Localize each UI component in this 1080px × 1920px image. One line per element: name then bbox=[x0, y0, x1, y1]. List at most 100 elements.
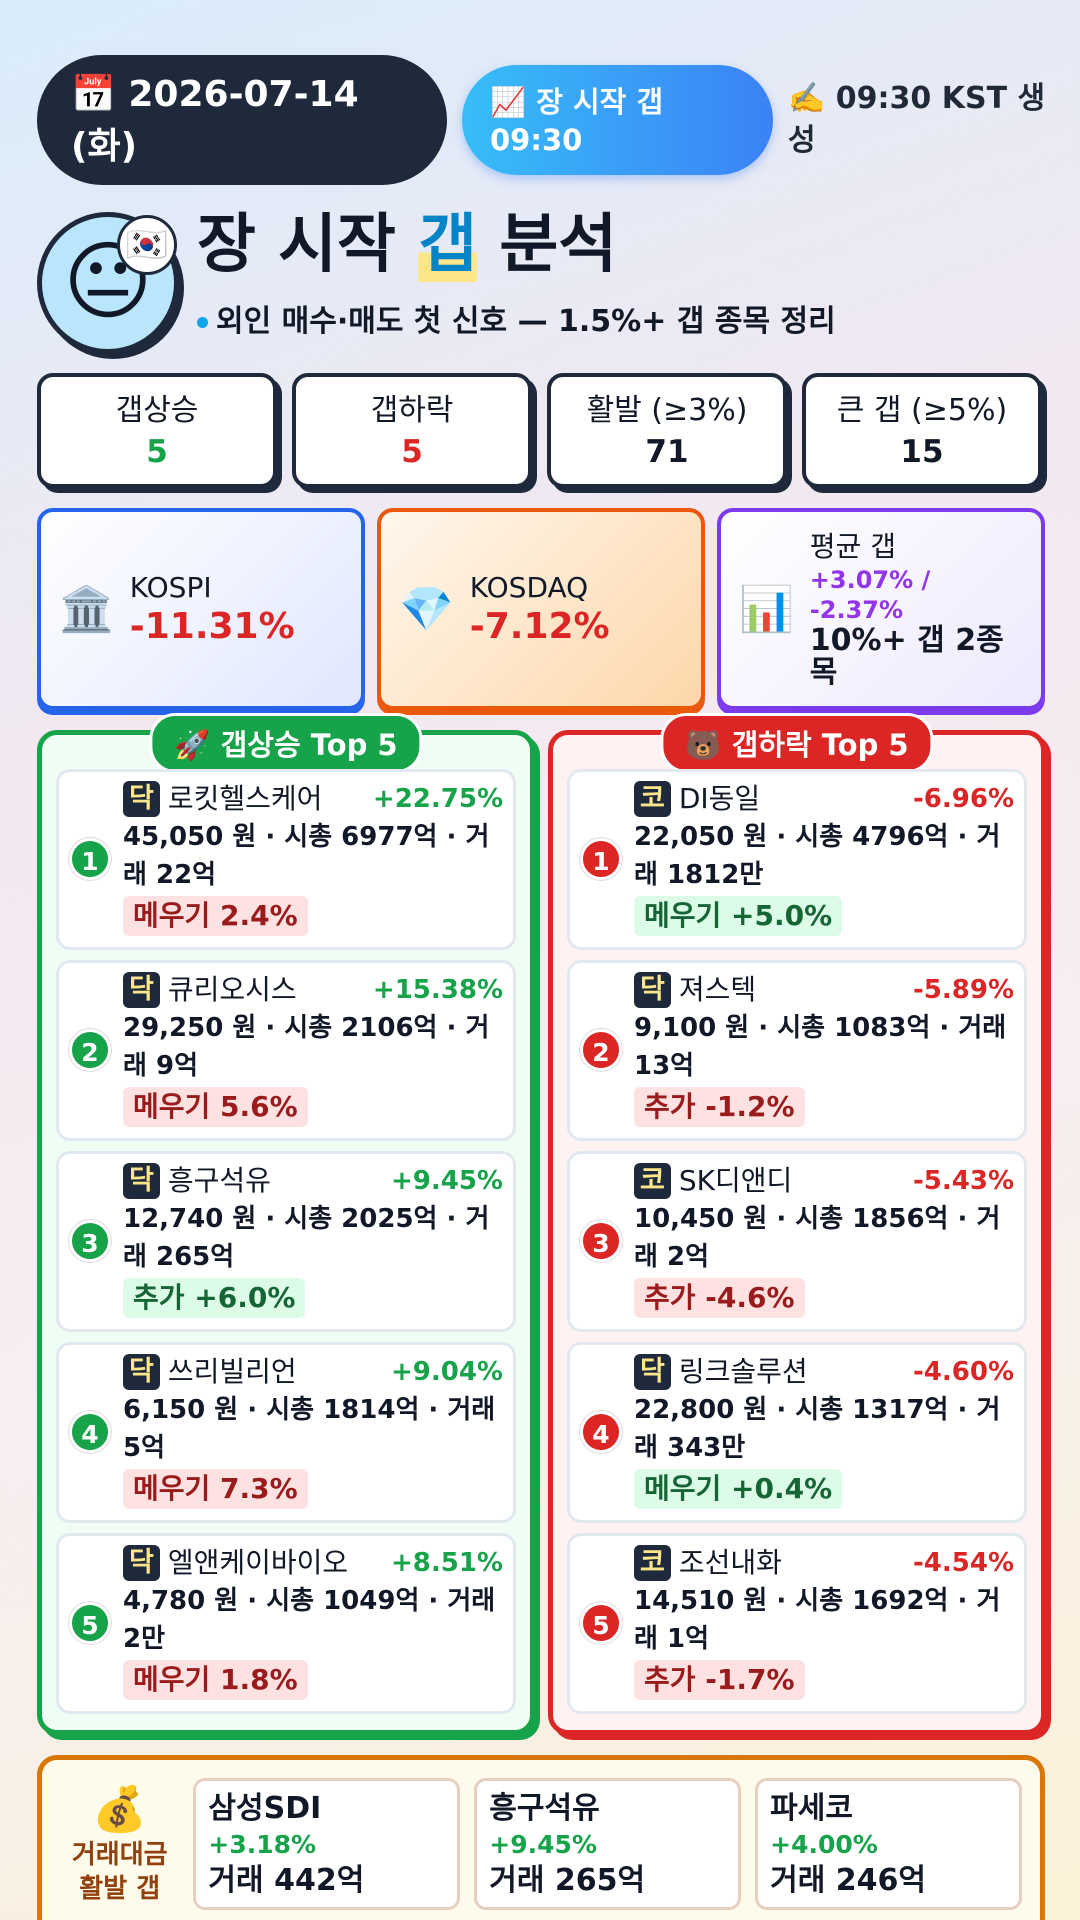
volume-name: 삼성SDI bbox=[208, 1791, 322, 1826]
stock-detail: 45,050 원 · 시총 6977억 · 거래 22억 bbox=[123, 822, 490, 890]
stat-value: 5 bbox=[146, 434, 168, 470]
stock-head: 닥 흥구석유 +9.45% bbox=[123, 1162, 503, 1200]
stock-detail: 14,510 원 · 시총 1692억 · 거래 1억 bbox=[634, 1586, 1001, 1654]
stock-change: +9.04% bbox=[391, 1357, 503, 1387]
stat-box: 활발 (≥3%) 71 bbox=[547, 373, 787, 488]
stock-change: +9.45% bbox=[391, 1166, 503, 1196]
average-text: 평균 갭 +3.07% / -2.37% 10%+ 갭 2종목 bbox=[810, 529, 1023, 689]
panel-title: 🐻 갭하락 Top 5 bbox=[660, 713, 934, 773]
average-value: +3.07% / -2.37% bbox=[809, 566, 931, 624]
volume-panel: 💰 거래대금 활발 갭 삼성SDI +3.18% 거래 442억 흥구석유 +9.45% 거… bbox=[37, 1755, 1045, 1920]
rank: 4 bbox=[580, 1411, 622, 1453]
badge-icon: 📈 bbox=[490, 85, 527, 119]
stock-detail: 29,250 원 · 시총 2106억 · 거래 9억 bbox=[123, 1013, 490, 1081]
rank: 5 bbox=[580, 1602, 622, 1644]
panel-title: 🚀 갭상승 Top 5 bbox=[149, 713, 423, 773]
stock-card: 5 닥 엘앤케이바이오 +8.51% 4,780 원 · 시총 1049억 · 거래 2… bbox=[56, 1533, 516, 1714]
stock-head: 코 DI동일 -6.96% bbox=[634, 780, 1014, 818]
volume-card: 파세코 +4.00% 거래 246억 bbox=[755, 1778, 1022, 1910]
stock-card: 1 닥 로킷헬스케어 +22.75% 45,050 원 · 시총 6977억 · 거래 … bbox=[56, 769, 516, 950]
stock-change: +8.51% bbox=[391, 1548, 503, 1578]
stock-change: -5.43% bbox=[913, 1166, 1014, 1196]
stock-head: 닥 링크솔루션 -4.60% bbox=[634, 1353, 1014, 1391]
stock-detail: 6,150 원 · 시총 1814억 · 거래 5억 bbox=[123, 1395, 496, 1463]
subtitle: 외인 매수·매도 첫 신호 — 1.5%+ 갭 종목 정리 bbox=[197, 300, 836, 344]
title: 장 시작 갭 분석 bbox=[197, 205, 617, 285]
stock-card: 2 닥 큐리오시스 +15.38% 29,250 원 · 시총 2106억 · 거래 9… bbox=[56, 960, 516, 1141]
volume-name: 파세코 bbox=[770, 1791, 853, 1826]
generated-time: ✍️ 09:30 KST 생성 bbox=[788, 81, 1046, 158]
index-name: KOSPI bbox=[129, 571, 212, 604]
volume-label: 거래대금 활발 갭 bbox=[71, 1840, 168, 1904]
stock-name: DI동일 bbox=[678, 782, 761, 815]
stock-change: +22.75% bbox=[372, 784, 503, 814]
stock-name: 링크솔루션 bbox=[678, 1355, 808, 1388]
stock-card: 2 닥 져스텍 -5.89% 9,100 원 · 시총 1083억 · 거래 13억 추가… bbox=[567, 960, 1027, 1141]
market: 닥 bbox=[123, 1163, 160, 1199]
date: 2026-07-14 (화) bbox=[71, 74, 359, 167]
average-note: 10%+ 갭 2종목 bbox=[809, 623, 1004, 690]
stat-label: 갭하락 bbox=[370, 393, 454, 428]
stock-name: SK디앤디 bbox=[678, 1164, 793, 1197]
title-highlight: 갭 bbox=[418, 208, 478, 282]
gap-tag: 메우기 +0.4% bbox=[634, 1469, 843, 1509]
volume-name: 흥구석유 bbox=[489, 1791, 600, 1826]
stock-head: 닥 져스텍 -5.89% bbox=[634, 971, 1014, 1009]
rank: 3 bbox=[69, 1220, 111, 1262]
stat-box: 갭상승 5 bbox=[37, 373, 277, 488]
stock-change: -4.54% bbox=[913, 1548, 1014, 1578]
stock-card: 4 닥 링크솔루션 -4.60% 22,800 원 · 시총 1317억 · 거래 34… bbox=[567, 1342, 1027, 1523]
rank: 3 bbox=[580, 1220, 622, 1262]
index-icon: 💎 bbox=[399, 584, 454, 635]
badge-text: 장 시작 갭 09:30 bbox=[490, 85, 664, 157]
stock-detail: 9,100 원 · 시총 1083억 · 거래 13억 bbox=[634, 1013, 1007, 1081]
date-pill: 📅 2026-07-14 (화) bbox=[37, 55, 447, 185]
avatar: 😐 bbox=[37, 212, 179, 354]
gap-tag: 메우기 5.6% bbox=[123, 1087, 308, 1127]
date-icon: 📅 bbox=[71, 74, 116, 115]
stock-name: 큐리오시스 bbox=[167, 973, 297, 1006]
index-text: KOSPI -11.31% bbox=[130, 570, 295, 648]
losers-panel: 🐻 갭하락 Top 5 1 코 DI동일 -6.96% 22,050 원 · 시총 479… bbox=[548, 713, 1046, 1735]
gap-tag: 메우기 +5.0% bbox=[634, 896, 843, 936]
stock-name: 흥구석유 bbox=[167, 1164, 271, 1197]
market: 닥 bbox=[123, 1354, 160, 1390]
stock-head: 닥 로킷헬스케어 +22.75% bbox=[123, 780, 503, 818]
volume-icon: 💰 bbox=[92, 1784, 148, 1835]
volume-amount: 거래 265억 bbox=[489, 1863, 646, 1898]
gap-tag: 추가 -4.6% bbox=[634, 1278, 805, 1318]
volume-change: +9.45% bbox=[489, 1830, 597, 1859]
volume-card: 삼성SDI +3.18% 거래 442억 bbox=[193, 1778, 461, 1910]
stock-head: 닥 엘앤케이바이오 +8.51% bbox=[123, 1544, 503, 1582]
stock-change: -5.89% bbox=[913, 975, 1014, 1005]
title-pre: 장 시작 bbox=[197, 208, 396, 282]
stock-detail: 22,800 원 · 시총 1317억 · 거래 343만 bbox=[634, 1395, 1001, 1463]
rank: 4 bbox=[69, 1411, 111, 1453]
stock-name: 쓰리빌리언 bbox=[167, 1355, 297, 1388]
rank: 2 bbox=[69, 1029, 111, 1071]
index-box: 💎 KOSDAQ -7.12% bbox=[377, 508, 705, 710]
stock-card: 4 닥 쓰리빌리언 +9.04% 6,150 원 · 시총 1814억 · 거래 5억 메… bbox=[56, 1342, 516, 1523]
stat-value: 15 bbox=[900, 434, 944, 470]
stock-head: 닥 쓰리빌리언 +9.04% bbox=[123, 1353, 503, 1391]
market: 닥 bbox=[123, 781, 160, 817]
stock-change: -4.60% bbox=[913, 1357, 1014, 1387]
gap-tag: 추가 -1.2% bbox=[634, 1087, 805, 1127]
gainers-panel: 🚀 갭상승 Top 5 1 닥 로킷헬스케어 +22.75% 45,050 원 · 시총 … bbox=[37, 713, 535, 1735]
session-badge: 📈 장 시작 갭 09:30 bbox=[462, 65, 773, 175]
volume-card: 흥구석유 +9.45% 거래 265억 bbox=[474, 1778, 742, 1910]
market: 닥 bbox=[123, 1545, 160, 1581]
average-label: 평균 갭 bbox=[809, 530, 896, 563]
stock-card: 3 닥 흥구석유 +9.45% 12,740 원 · 시총 2025억 · 거래 265… bbox=[56, 1151, 516, 1332]
stat-label: 갭상승 bbox=[115, 393, 199, 428]
index-change: -7.12% bbox=[469, 606, 610, 647]
rank: 5 bbox=[69, 1602, 111, 1644]
stat-box: 큰 갭 (≥5%) 15 bbox=[802, 373, 1042, 488]
volume-head: 💰 거래대금 활발 갭 bbox=[60, 1778, 179, 1920]
stock-change: +15.38% bbox=[372, 975, 503, 1005]
market: 코 bbox=[634, 1163, 671, 1199]
title-post: 분석 bbox=[499, 208, 618, 282]
market: 닥 bbox=[123, 972, 160, 1008]
stock-detail: 10,450 원 · 시총 1856억 · 거래 2억 bbox=[634, 1204, 1001, 1272]
stock-change: -6.96% bbox=[913, 784, 1014, 814]
